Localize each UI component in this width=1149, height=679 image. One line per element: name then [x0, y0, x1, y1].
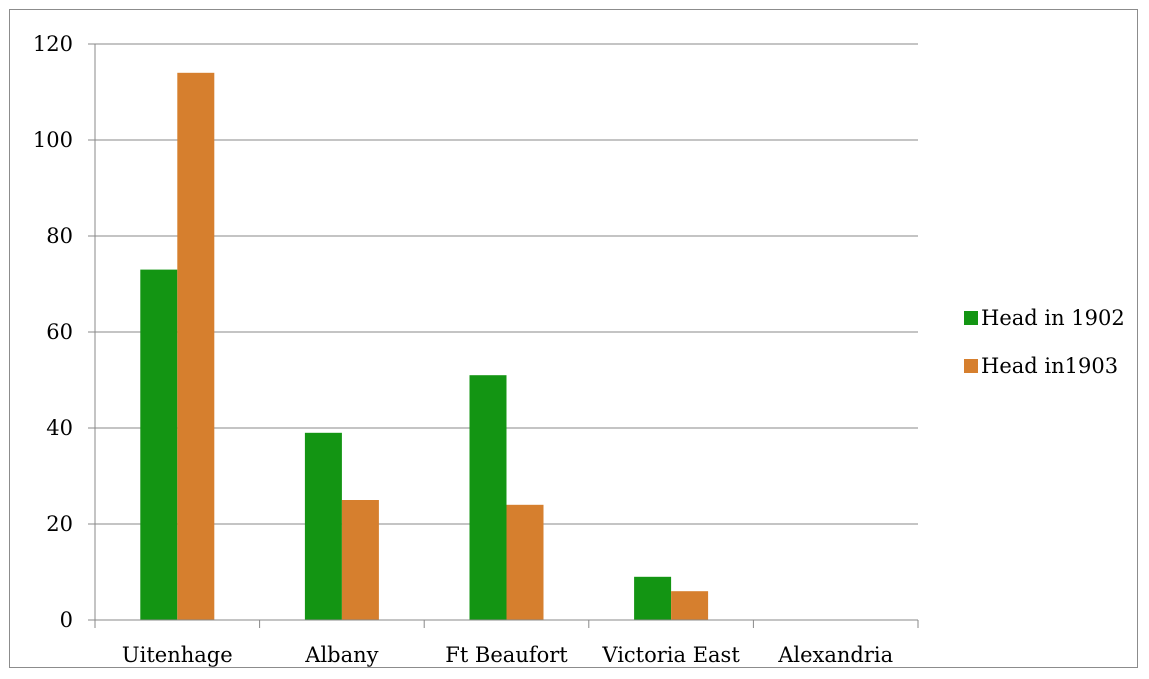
x-axis-categories: Uitenhage Albany Ft Beaufort Victoria East A…	[122, 643, 893, 667]
y-tick-label: 40	[46, 416, 73, 440]
legend-swatch	[964, 311, 978, 325]
legend: Head in 1902 Head in1903	[964, 306, 1125, 378]
bar	[671, 591, 709, 620]
y-tick-label: 0	[60, 608, 73, 632]
y-axis-ticks: 0 20 40 60 80 100 120	[33, 32, 95, 632]
bar	[469, 375, 507, 620]
bar	[140, 269, 178, 620]
bar	[341, 500, 379, 620]
y-tick-label: 20	[46, 512, 73, 536]
gridlines	[95, 43, 918, 525]
bars	[140, 72, 709, 621]
bar	[304, 432, 342, 620]
x-category-label: Victoria East	[601, 643, 740, 667]
legend-label: Head in 1902	[981, 306, 1125, 330]
bar	[506, 504, 544, 620]
x-category-label: Albany	[304, 643, 378, 667]
x-category-label: Alexandria	[777, 643, 893, 667]
bar	[634, 576, 672, 620]
legend-swatch	[964, 359, 978, 373]
y-tick-label: 100	[33, 128, 73, 152]
bar	[177, 72, 215, 621]
x-category-label: Ft Beaufort	[445, 643, 568, 667]
y-tick-label: 60	[46, 320, 73, 344]
y-tick-label: 80	[46, 224, 73, 248]
legend-label: Head in1903	[981, 354, 1118, 378]
x-category-label: Uitenhage	[122, 643, 233, 667]
y-tick-label: 120	[33, 32, 73, 56]
